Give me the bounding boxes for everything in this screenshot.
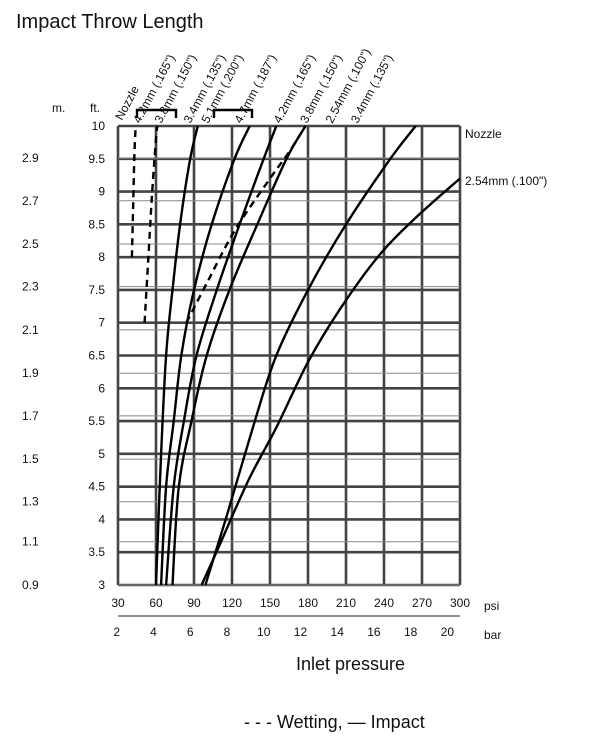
wetting-series-line [130, 125, 137, 258]
psi-tick-label: 240 [374, 596, 394, 610]
series-labels: 4.2mm (.165")3.8mm (.150")3.4mm (.135")5… [130, 46, 396, 125]
ft-tick-label: 8 [98, 250, 105, 264]
tick-labels: 3 3.5 4 4.5 5 5.5 6 6.5 7 7.5 8 8.5 9 9.5 10 0.9 1.1 1.3 1… [22, 119, 470, 639]
ft-tick-label: 3 [98, 578, 105, 592]
bracket-5mm [212, 108, 254, 118]
psi-tick-label: 180 [298, 596, 318, 610]
m-tick-label: 2.7 [22, 194, 39, 208]
psi-tick-label: 210 [336, 596, 356, 610]
bar-tick-label: 20 [441, 625, 455, 639]
x-unit-bar: bar [484, 628, 501, 642]
psi-tick-label: 120 [222, 596, 242, 610]
x-axis-label: Inlet pressure [296, 654, 405, 674]
m-tick-label: 0.9 [22, 578, 39, 592]
right-series-label: 2.54mm (.100") [465, 174, 547, 188]
ft-tick-label: 3.5 [88, 545, 105, 559]
m-tick-label: 1.1 [22, 535, 39, 549]
ft-tick-label: 6.5 [88, 349, 105, 363]
y-unit-m: m. [52, 101, 65, 115]
bracket-wetting [135, 108, 178, 118]
bar-tick-label: 16 [367, 625, 381, 639]
ft-tick-label: 7 [98, 316, 105, 330]
psi-tick-label: 60 [149, 596, 163, 610]
m-tick-label: 2.3 [22, 280, 39, 294]
m-tick-label: 2.1 [22, 323, 39, 337]
ft-tick-label: 5.5 [88, 414, 105, 428]
impact-series-line [171, 125, 307, 586]
ft-tick-label: 9.5 [88, 152, 105, 166]
psi-tick-label: 270 [412, 596, 432, 610]
y-unit-ft: ft. [90, 101, 100, 115]
ft-tick-label: 5 [98, 447, 105, 461]
bar-tick-label: 4 [150, 625, 157, 639]
bar-tick-label: 18 [404, 625, 418, 639]
ft-tick-label: 9 [98, 185, 105, 199]
grid [116, 124, 462, 587]
bar-tick-label: 10 [257, 625, 271, 639]
right-nozzle-label: Nozzle [465, 127, 502, 141]
m-tick-label: 1.3 [22, 495, 39, 509]
ft-tick-label: 8.5 [88, 217, 105, 231]
psi-tick-label: 300 [450, 596, 470, 610]
ft-tick-label: 10 [92, 119, 106, 133]
bar-tick-label: 6 [187, 625, 194, 639]
ft-tick-label: 4 [98, 512, 105, 526]
m-tick-label: 2.9 [22, 151, 39, 165]
chart-title: Impact Throw Length [16, 11, 204, 33]
m-tick-label: 2.5 [22, 237, 39, 251]
psi-tick-label: 90 [187, 596, 201, 610]
psi-tick-label: 30 [111, 596, 125, 610]
impact-series-line [154, 125, 199, 586]
bar-tick-label: 14 [331, 625, 345, 639]
impact-series-line [200, 177, 461, 586]
impact-series-line [204, 125, 417, 586]
legend: - - - Wetting, — Impact [244, 712, 425, 732]
series-lines [130, 125, 461, 586]
m-tick-label: 1.5 [22, 452, 39, 466]
m-tick-label: 1.9 [22, 366, 39, 380]
bar-tick-label: 12 [294, 625, 308, 639]
m-tick-label: 1.7 [22, 409, 39, 423]
x-unit-psi: psi [484, 599, 499, 613]
ft-tick-label: 4.5 [88, 480, 105, 494]
bar-tick-label: 2 [113, 625, 120, 639]
impact-series-line [164, 125, 278, 586]
psi-tick-label: 150 [260, 596, 280, 610]
impact-series-line [159, 125, 251, 586]
wetting-series-line [143, 125, 159, 323]
ft-tick-label: 6 [98, 381, 105, 395]
bar-tick-label: 8 [224, 625, 231, 639]
wetting-series-line [185, 125, 307, 324]
ft-tick-label: 7.5 [88, 283, 105, 297]
